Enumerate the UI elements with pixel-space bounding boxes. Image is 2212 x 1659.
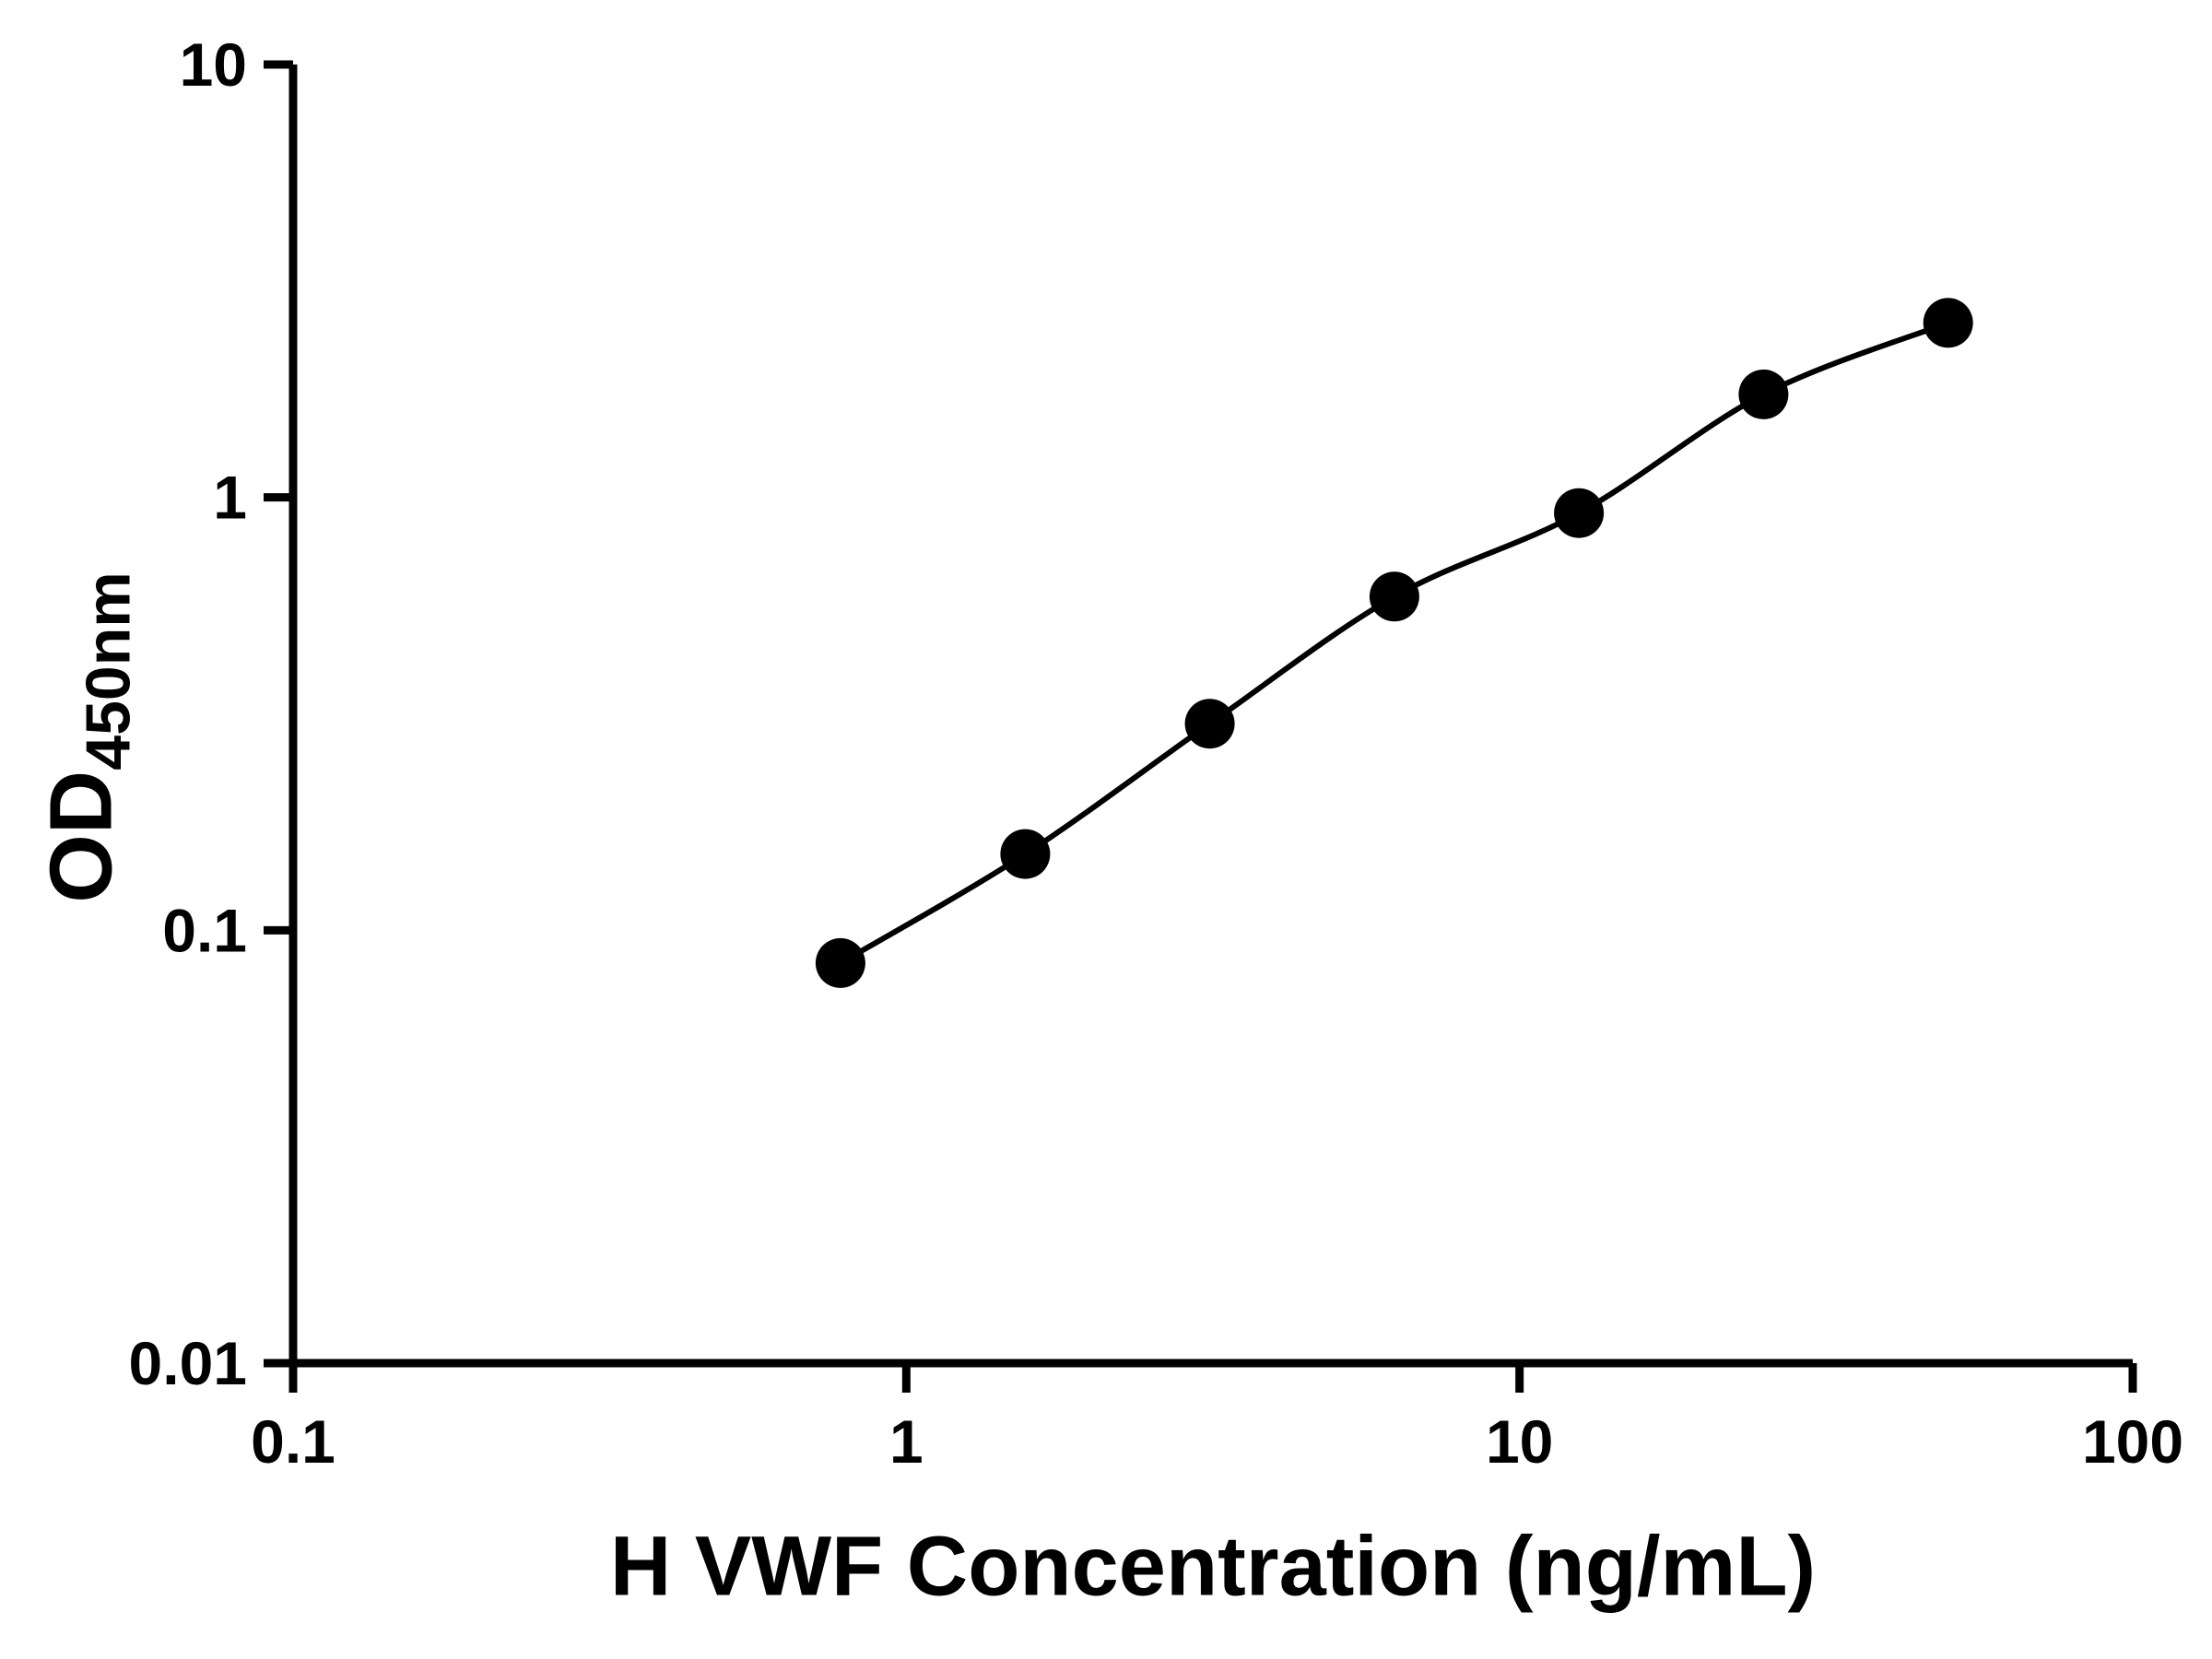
x-tick-label: 100	[2082, 1407, 2183, 1476]
data-point	[815, 937, 865, 988]
y-axis-title-main: OD	[31, 770, 131, 903]
y-tick-label: 1	[213, 464, 247, 532]
data-point	[1554, 488, 1605, 538]
data-point	[1184, 699, 1235, 749]
data-point	[1369, 571, 1419, 622]
y-axis-title-subscript: 450nm	[73, 571, 144, 771]
y-tick-label: 10	[180, 30, 247, 99]
x-tick-label: 10	[1486, 1407, 1553, 1476]
data-point	[1923, 298, 1973, 348]
x-tick-label: 1	[889, 1407, 924, 1476]
y-tick-label: 0.01	[129, 1329, 247, 1397]
y-axis-title: OD450nm	[30, 571, 144, 902]
x-axis-title: H VWF Concentration (ng/mL)	[609, 1519, 1817, 1614]
data-point	[1738, 369, 1789, 419]
data-point	[1000, 829, 1051, 879]
x-tick-label: 0.1	[251, 1407, 335, 1476]
y-tick-label: 0.1	[162, 896, 247, 964]
